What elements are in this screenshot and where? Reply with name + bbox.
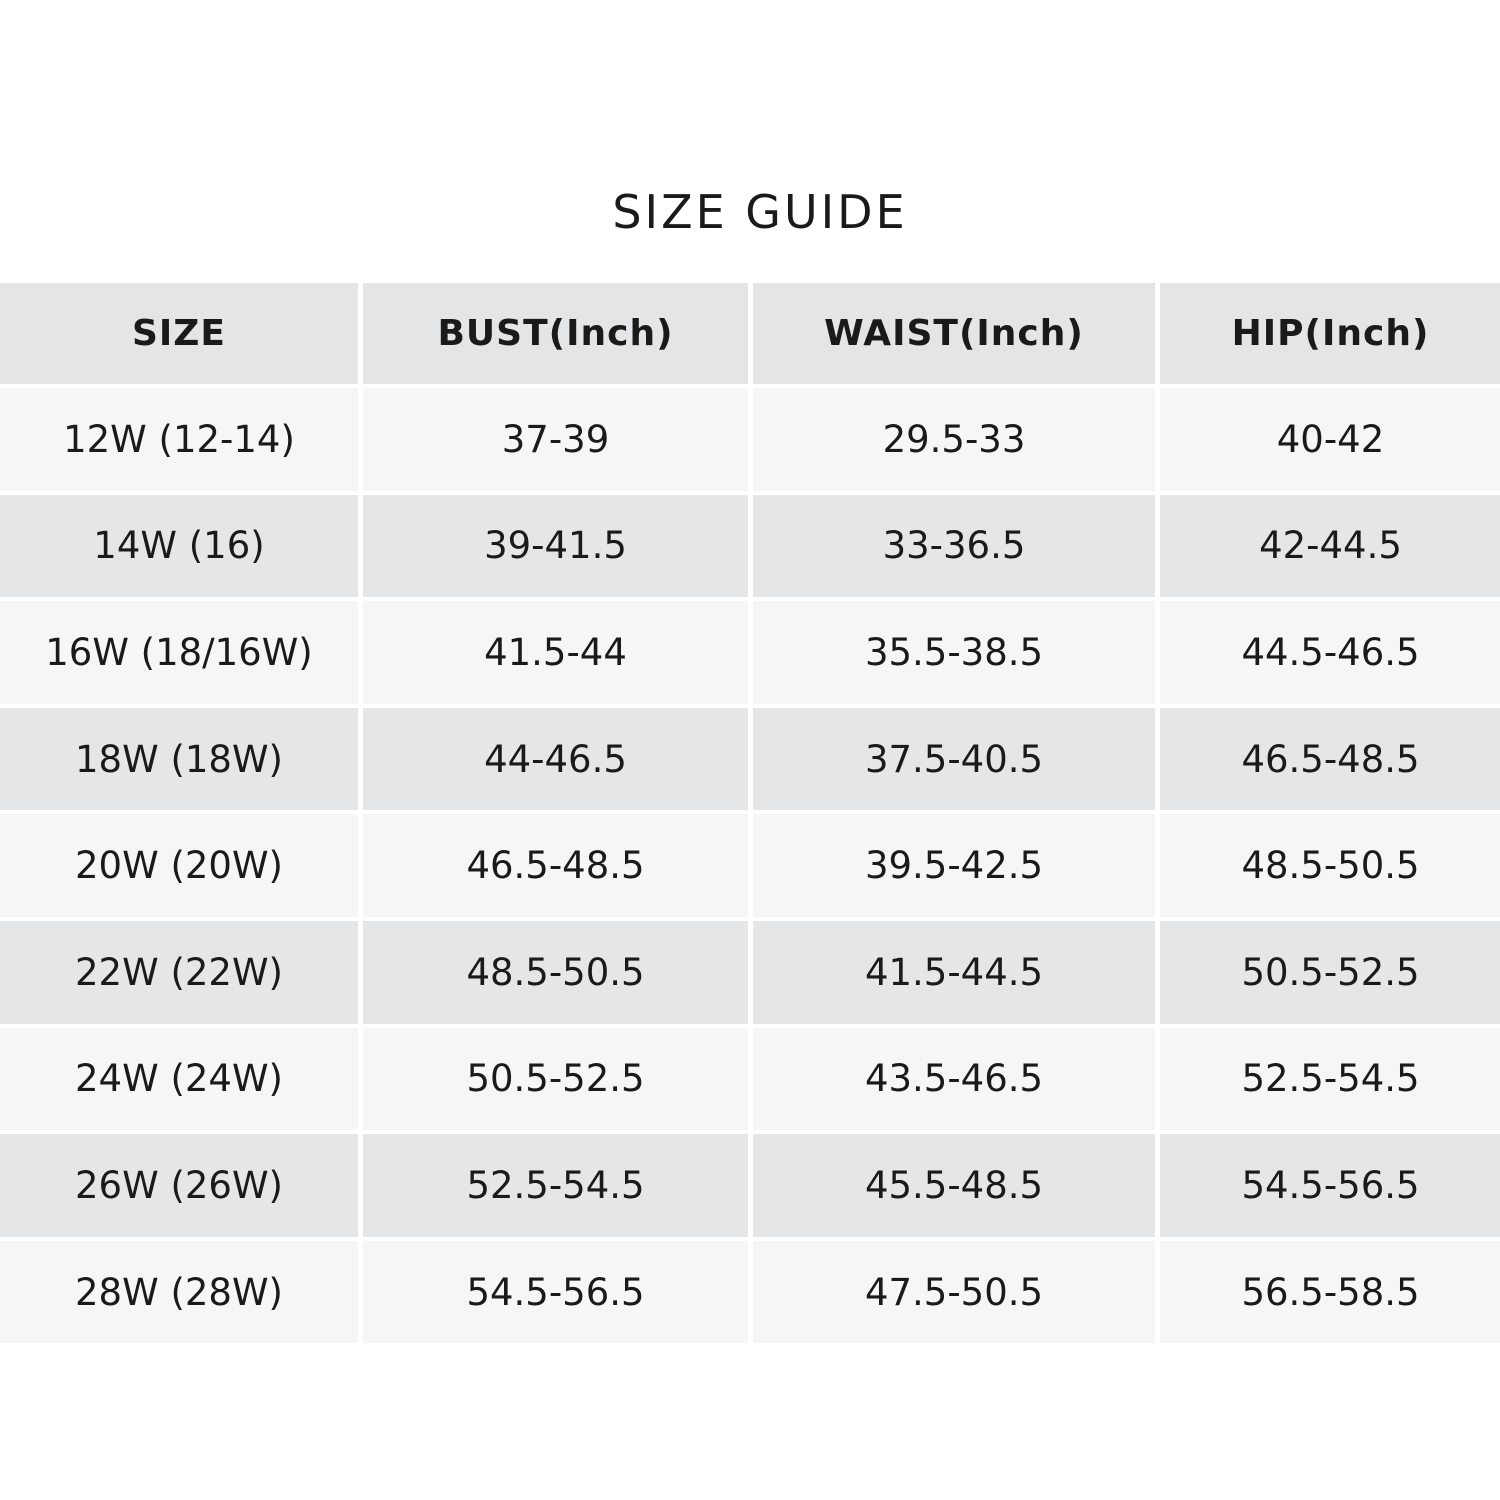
table-cell: 33-36.5 <box>753 494 1155 598</box>
column-header: BUST(Inch) <box>363 283 748 384</box>
table-cell: 52.5-54.5 <box>1160 1027 1500 1131</box>
table-cell: 44.5-46.5 <box>1160 601 1500 704</box>
table-cell: 39.5-42.5 <box>753 814 1155 917</box>
column-header: WAIST(Inch) <box>753 283 1155 384</box>
table-cell: 54.5-56.5 <box>1160 1134 1500 1237</box>
table-cell: 40-42 <box>1160 388 1500 491</box>
table-cell: 37.5-40.5 <box>753 707 1155 811</box>
page-title: SIZE GUIDE <box>612 185 908 239</box>
table-cell: 20W (20W) <box>0 814 358 917</box>
table-cell: 18W (18W) <box>0 707 358 811</box>
table-cell: 43.5-46.5 <box>753 1027 1155 1131</box>
table-cell: 14W (16) <box>0 494 358 598</box>
table-cell: 56.5-58.5 <box>1160 1240 1500 1344</box>
size-guide-table: SIZE BUST(Inch) WAIST(Inch) HIP(Inch) 12W (1… <box>0 283 1500 1344</box>
table-cell: 29.5-33 <box>753 388 1155 491</box>
table-cell: 46.5-48.5 <box>1160 707 1500 811</box>
table-cell: 50.5-52.5 <box>1160 920 1500 1024</box>
table-cell: 12W (12-14) <box>0 388 358 491</box>
table-cell: 26W (26W) <box>0 1134 358 1237</box>
table-cell: 28W (28W) <box>0 1240 358 1344</box>
table-cell: 35.5-38.5 <box>753 601 1155 704</box>
table-cell: 24W (24W) <box>0 1027 358 1131</box>
column-header: HIP(Inch) <box>1160 283 1500 384</box>
table-cell: 48.5-50.5 <box>1160 814 1500 917</box>
table-cell: 41.5-44.5 <box>753 920 1155 1024</box>
table-cell: 46.5-48.5 <box>363 814 748 917</box>
table-cell: 42-44.5 <box>1160 494 1500 598</box>
table-cell: 41.5-44 <box>363 601 748 704</box>
table-cell: 16W (18/16W) <box>0 601 358 704</box>
table-cell: 37-39 <box>363 388 748 491</box>
table-cell: 52.5-54.5 <box>363 1134 748 1237</box>
table-cell: 50.5-52.5 <box>363 1027 748 1131</box>
table-cell: 45.5-48.5 <box>753 1134 1155 1237</box>
table-cell: 44-46.5 <box>363 707 748 811</box>
table-cell: 22W (22W) <box>0 920 358 1024</box>
table-cell: 48.5-50.5 <box>363 920 748 1024</box>
table-cell: 54.5-56.5 <box>363 1240 748 1344</box>
table-cell: 39-41.5 <box>363 494 748 598</box>
column-header: SIZE <box>0 283 358 384</box>
table-cell: 47.5-50.5 <box>753 1240 1155 1344</box>
